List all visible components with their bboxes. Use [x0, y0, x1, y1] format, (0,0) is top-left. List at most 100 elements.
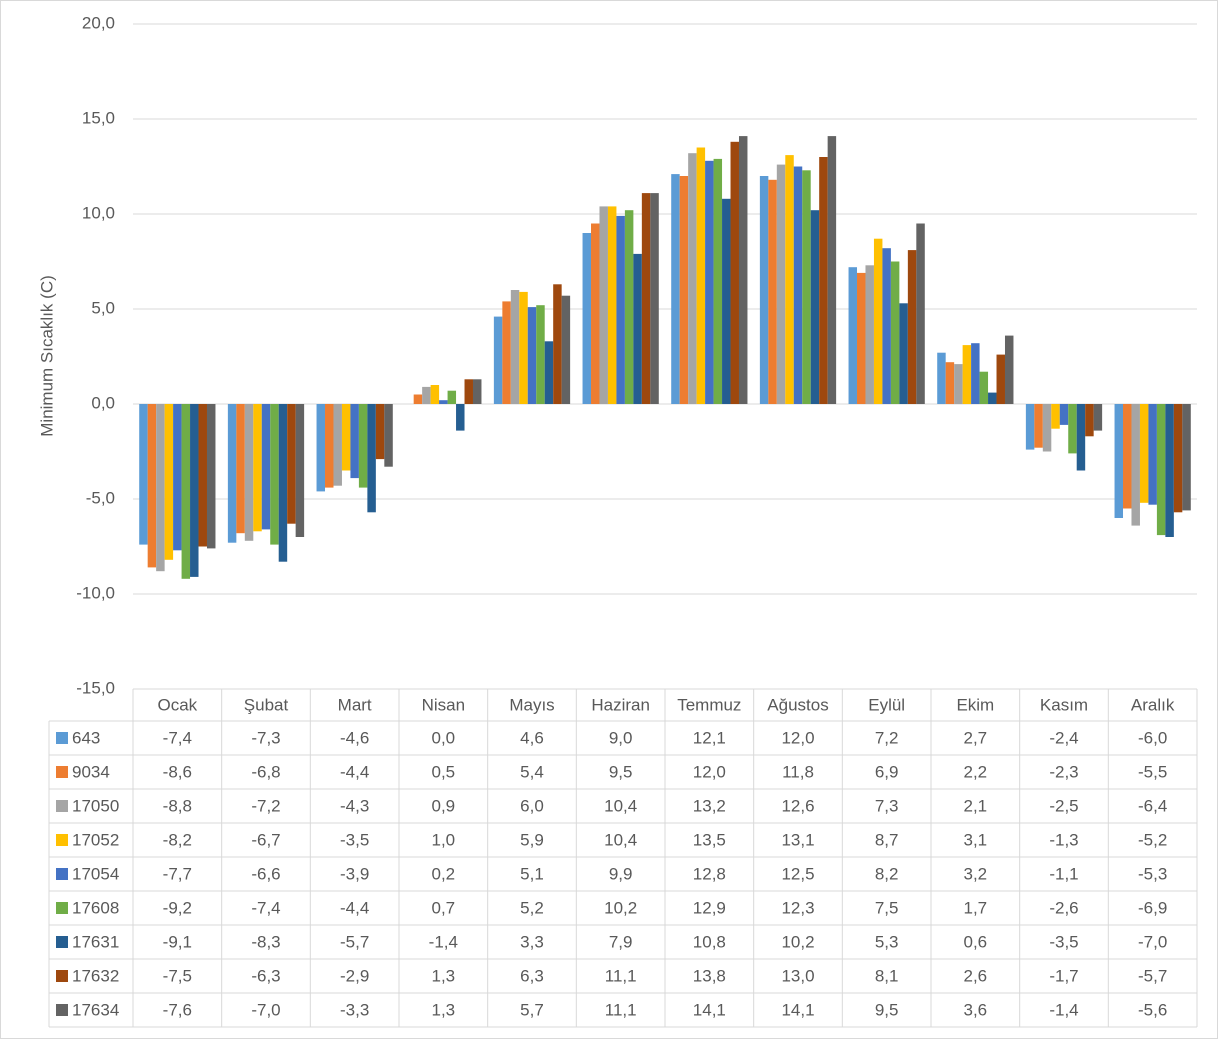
table-cell: 7,5 — [875, 898, 899, 917]
table-cell: 12,0 — [781, 728, 814, 747]
table-cell: 11,1 — [605, 966, 637, 985]
table-cell: 3,2 — [964, 864, 988, 883]
bar — [641, 193, 651, 404]
bar — [1173, 404, 1183, 513]
x-tick-label: Ekim — [956, 695, 994, 714]
bar — [607, 206, 617, 404]
table-cell: 5,2 — [520, 898, 544, 917]
y-tick-label: 15,0 — [82, 108, 115, 127]
x-tick-label: Ocak — [157, 695, 197, 714]
bar — [671, 174, 680, 404]
bar — [1076, 404, 1086, 471]
bar — [253, 404, 262, 532]
table-cell: 12,3 — [781, 898, 814, 917]
bar — [447, 390, 457, 404]
table-cell: 9,5 — [875, 1000, 899, 1019]
table-cell: -1,4 — [429, 932, 458, 951]
bar — [599, 206, 608, 404]
table-cell: 5,3 — [875, 932, 899, 951]
table-cell: -9,1 — [163, 932, 192, 951]
table-cell: -6,8 — [251, 762, 280, 781]
table-cell: 12,6 — [781, 796, 814, 815]
table-cell: -6,0 — [1138, 728, 1167, 747]
table-cell: 10,2 — [604, 898, 637, 917]
table-cell: -1,7 — [1049, 966, 1078, 985]
bar — [937, 352, 946, 404]
table-cell: -5,7 — [1138, 966, 1167, 985]
bar — [358, 404, 368, 488]
y-tick-label: -5,0 — [86, 488, 115, 507]
bar — [384, 404, 393, 467]
table-cell: 3,6 — [964, 1000, 988, 1019]
bar — [848, 267, 858, 404]
bar — [244, 404, 254, 541]
table-cell: 2,7 — [964, 728, 988, 747]
y-tick-label: -15,0 — [76, 678, 115, 697]
bar — [650, 193, 659, 404]
bar — [1004, 335, 1014, 404]
table-cell: 10,4 — [604, 796, 637, 815]
bar — [164, 404, 174, 560]
table-cell: -1,3 — [1049, 830, 1078, 849]
bar — [413, 394, 423, 404]
table-cell: 1,7 — [964, 898, 988, 917]
bar — [139, 404, 148, 545]
bar — [1114, 404, 1124, 518]
table-cell: -7,0 — [1138, 932, 1167, 951]
table-cell: -4,3 — [340, 796, 369, 815]
bar — [954, 364, 963, 404]
bar — [367, 404, 376, 513]
table-cell: 2,2 — [964, 762, 988, 781]
table-cell: 12,8 — [693, 864, 726, 883]
bar — [227, 404, 237, 543]
bar — [873, 238, 883, 404]
table-cell: 13,2 — [693, 796, 726, 815]
bar — [979, 371, 989, 404]
table-cell: -4,6 — [340, 728, 369, 747]
x-tick-label: Kasım — [1040, 695, 1088, 714]
table-cell: 2,6 — [964, 966, 988, 985]
bar — [375, 404, 385, 460]
table-cell: 0,2 — [432, 864, 456, 883]
bar — [882, 248, 891, 404]
bar — [1123, 404, 1132, 509]
bar — [519, 291, 528, 404]
x-tick-label: Haziran — [591, 695, 650, 714]
y-axis-title: Minimum Sıcaklık (C) — [37, 275, 56, 437]
table-cell: -5,7 — [340, 932, 369, 951]
legend-label: 643 — [72, 728, 100, 747]
legend-label: 17631 — [72, 932, 119, 951]
bar — [616, 215, 625, 404]
table-cell: 9,9 — [609, 864, 633, 883]
table-cell: -8,6 — [163, 762, 192, 781]
table-cell: -8,2 — [163, 830, 192, 849]
table-cell: -2,4 — [1049, 728, 1078, 747]
table-cell: 12,1 — [693, 728, 726, 747]
bar — [1042, 404, 1052, 452]
bar — [173, 404, 182, 551]
legend-label: 17052 — [72, 830, 119, 849]
table-cell: -3,5 — [1049, 932, 1078, 951]
bar — [1034, 404, 1043, 448]
bar — [190, 404, 199, 577]
bar — [890, 261, 900, 404]
bar — [624, 210, 634, 404]
table-cell: 10,4 — [604, 830, 637, 849]
bar — [527, 307, 537, 404]
table-cell: 8,2 — [875, 864, 899, 883]
bar — [759, 176, 769, 404]
y-tick-label: -10,0 — [76, 583, 115, 602]
bar — [1025, 404, 1035, 450]
bar — [147, 404, 157, 568]
bar — [270, 404, 279, 545]
bar — [350, 404, 359, 479]
bar — [582, 233, 592, 404]
bar — [819, 157, 828, 404]
table-cell: -7,0 — [251, 1000, 280, 1019]
x-tick-label: Aralık — [1131, 695, 1175, 714]
bar — [198, 404, 207, 547]
legend-label: 17608 — [72, 898, 119, 917]
table-cell: -6,4 — [1138, 796, 1167, 815]
y-tick-label: 5,0 — [91, 298, 115, 317]
table-cell: -3,9 — [340, 864, 369, 883]
